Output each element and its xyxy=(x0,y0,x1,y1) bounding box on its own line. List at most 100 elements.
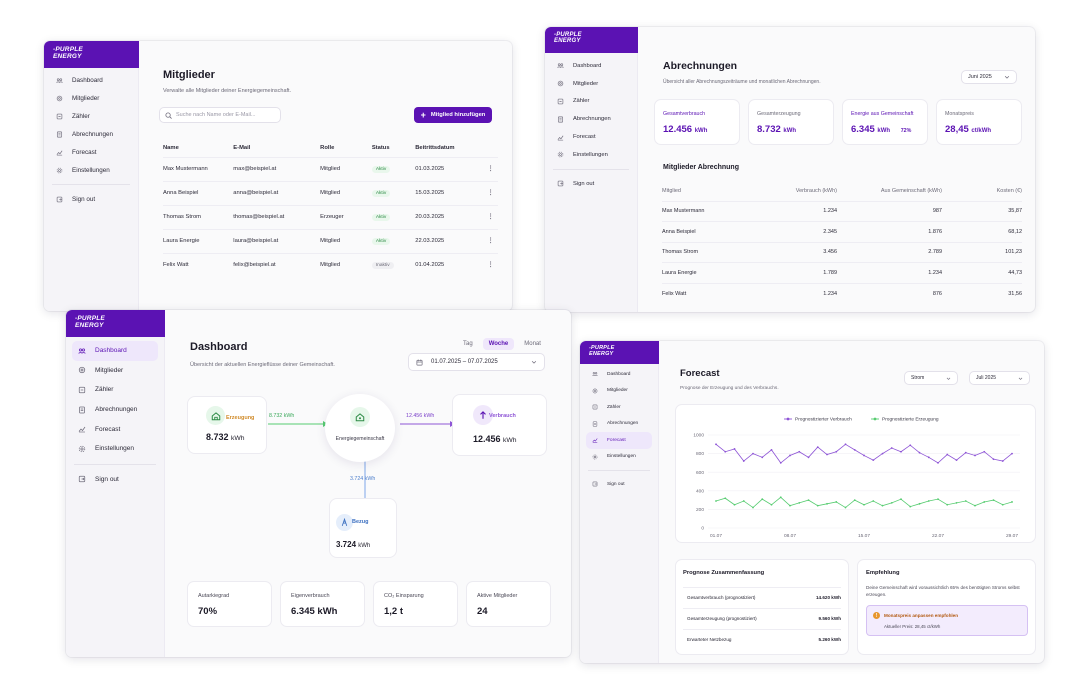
table-row[interactable]: Anna Beispiel 2.345 1.876 68,12 xyxy=(662,221,1022,243)
production-card: Erzeugung 8.732 kWh xyxy=(187,396,267,454)
stat-label: CO₂ Einsparung xyxy=(384,593,424,599)
sign-out-button[interactable]: Sign out xyxy=(551,175,631,193)
sidebar-item-zaehler[interactable]: Zähler xyxy=(551,93,631,111)
sidebar-item-abrechnungen[interactable]: Abrechnungen xyxy=(50,125,132,143)
sidebar-item-forecast[interactable]: Forecast xyxy=(72,419,158,439)
arrow-production-label: 8.732 kWh xyxy=(269,413,295,419)
more-options-icon[interactable]: ⋮ xyxy=(487,238,494,244)
tab-monat[interactable]: Monat xyxy=(524,341,541,347)
table-row[interactable]: Thomas Strom 3.456 2.789 101,23 xyxy=(662,241,1022,263)
consumption-label: Verbrauch xyxy=(489,413,516,419)
gear-icon xyxy=(557,151,564,158)
sidebar-item-zaehler[interactable]: Zähler xyxy=(50,107,132,125)
billing-cell: Anna Beispiel xyxy=(662,221,762,243)
sidebar-item-forecast[interactable]: Forecast xyxy=(551,128,631,146)
data-point xyxy=(937,498,939,501)
billing-cell: 68,12 xyxy=(942,221,1022,243)
legend-marker xyxy=(786,417,790,421)
sidebar-item-einstellungen[interactable]: Einstellungen xyxy=(72,439,158,459)
type-select[interactable]: Strom xyxy=(904,371,958,385)
sidebar-item-dashboard[interactable]: Dashboard xyxy=(50,71,132,89)
more-options-icon[interactable]: ⋮ xyxy=(487,214,494,220)
data-point xyxy=(789,454,791,457)
search-input[interactable]: Suche nach Name oder E-Mail... xyxy=(159,107,281,123)
more-options-icon[interactable]: ⋮ xyxy=(487,262,494,269)
plus-icon: + xyxy=(420,109,426,120)
kpi-value: 6.345 kWh 72% xyxy=(851,124,912,135)
data-point xyxy=(779,462,782,464)
kpi-value: 28,45 ct/kWh xyxy=(945,124,992,135)
kpi-value: 12.456 kWh xyxy=(663,124,708,135)
table-row[interactable]: Anna Beispiel anna@beispiel.at Mitglied … xyxy=(163,180,498,205)
member-date: 20.03.2025 xyxy=(415,204,488,229)
sidebar-item-einstellungen[interactable]: Einstellungen xyxy=(50,161,132,179)
data-point xyxy=(900,498,902,501)
status-badge: Inaktiv xyxy=(371,261,394,269)
divider xyxy=(74,463,156,465)
range-tabs: Tag Woche Monat xyxy=(457,338,547,350)
billing-window: -PURPLE ENERGY Dashboard Mitglieder Zähle… xyxy=(545,27,1035,312)
sign-out-icon xyxy=(78,475,86,483)
sidebar-item-abrechnungen[interactable]: Abrechnungen xyxy=(72,400,158,420)
more-options-icon[interactable]: ⋮ xyxy=(487,190,494,196)
table-row[interactable]: Thomas Strom thomas@beispiel.at Erzeuger… xyxy=(163,204,498,229)
kpi-card: Monatspreis 28,45 ct/kWh xyxy=(936,99,1022,145)
sidebar-item-dashboard[interactable]: Dashboard xyxy=(72,341,158,361)
arrow-up-icon xyxy=(473,405,493,425)
sidebar-item-mitglieder[interactable]: Mitglieder xyxy=(586,383,652,400)
table-row[interactable]: Max Mustermann max@beispiel.at Mitglied … xyxy=(163,156,498,181)
table-row[interactable]: Felix Watt 1.234 876 31,56 xyxy=(662,282,1022,304)
data-point xyxy=(955,459,958,462)
brand-logo: -PURPLE ENERGY xyxy=(580,341,659,364)
x-tick-label: 01.07 xyxy=(710,533,722,539)
more-options-icon[interactable]: ⋮ xyxy=(487,166,494,172)
sidebar-item-mitglieder[interactable]: Mitglieder xyxy=(50,89,132,107)
tab-woche[interactable]: Woche xyxy=(482,338,515,350)
table-row[interactable]: Felix Watt felix@beispiel.at Mitglied In… xyxy=(163,252,498,277)
sidebar-item-mitglieder[interactable]: Mitglieder xyxy=(551,75,631,93)
grid-label: Bezug xyxy=(352,519,369,525)
sidebar-item-abrechnungen[interactable]: Abrechnungen xyxy=(551,110,631,128)
billing-cell: 876 xyxy=(837,282,942,304)
recommendation-alert[interactable]: ! Monatspreis anpassen empfohlen Aktuell… xyxy=(866,605,1028,636)
sidebar-item-forecast[interactable]: Forecast xyxy=(586,432,652,449)
sidebar-item-zaehler[interactable]: Zähler xyxy=(72,380,158,400)
sign-out-button[interactable]: Sign out xyxy=(72,470,158,490)
sidebar-item-einstellungen[interactable]: Einstellungen xyxy=(551,146,631,164)
kpi-card: Gesamterzeugung 8.732 kWh xyxy=(748,99,834,145)
sidebar-item-einstellungen[interactable]: Einstellungen xyxy=(586,449,652,466)
month-select[interactable]: Juli 2025 xyxy=(969,371,1030,385)
status-badge: Aktiv xyxy=(371,189,391,197)
sidebar-item-label: Einstellungen xyxy=(72,166,110,174)
period-select[interactable]: Juni 2025 xyxy=(961,70,1017,84)
sidebar-nav: Dashboard Mitglieder Zähler Abrechnungen… xyxy=(50,71,132,208)
table-row[interactable]: Laura Energie 1.789 1.234 44,73 xyxy=(662,262,1022,284)
sidebar-item-dashboard[interactable]: Dashboard xyxy=(551,57,631,75)
table-row[interactable]: Max Mustermann 1.234 987 35,87 xyxy=(662,200,1022,222)
data-point xyxy=(900,450,902,453)
status-badge: Aktiv xyxy=(371,165,391,173)
sidebar-nav: Dashboard Mitglieder Zähler Abrechnungen… xyxy=(551,57,631,193)
data-point xyxy=(927,456,930,459)
sidebar-item-dashboard[interactable]: Dashboard xyxy=(586,366,652,383)
add-member-button[interactable]: + Mitglied hinzufügen xyxy=(414,107,492,123)
table-row[interactable]: Laura Energie laura@beispiel.at Mitglied… xyxy=(163,228,498,253)
production-value: 8.732 kWh xyxy=(206,432,245,442)
date-range-select[interactable]: 01.07.2025 – 07.07.2025 xyxy=(408,353,545,371)
member-role: Mitglied xyxy=(320,180,372,205)
tab-tag[interactable]: Tag xyxy=(463,341,473,347)
member-email: laura@beispiel.at xyxy=(233,228,321,253)
data-point xyxy=(853,448,856,451)
sidebar-item-zaehler[interactable]: Zähler xyxy=(586,399,652,416)
sign-out-button[interactable]: Sign out xyxy=(586,476,652,493)
legend-label: Prognostizierter Verbrauch xyxy=(795,417,852,423)
page-subtitle: Verwalte alle Mitglieder deiner Energieg… xyxy=(163,88,292,94)
sign-out-button[interactable]: Sign out xyxy=(50,190,132,208)
meter-icon xyxy=(592,404,598,410)
sidebar-item-mitglieder[interactable]: Mitglieder xyxy=(72,361,158,381)
sidebar-item-forecast[interactable]: Forecast xyxy=(50,143,132,161)
summary-label: Gesamterzeugung (prognostiziert) xyxy=(687,616,757,621)
sidebar-item-label: Zähler xyxy=(95,386,114,394)
sidebar-item-abrechnungen[interactable]: Abrechnungen xyxy=(586,416,652,433)
forecast-main: Forecast Prognose der Erzeugung und des … xyxy=(659,341,1044,663)
